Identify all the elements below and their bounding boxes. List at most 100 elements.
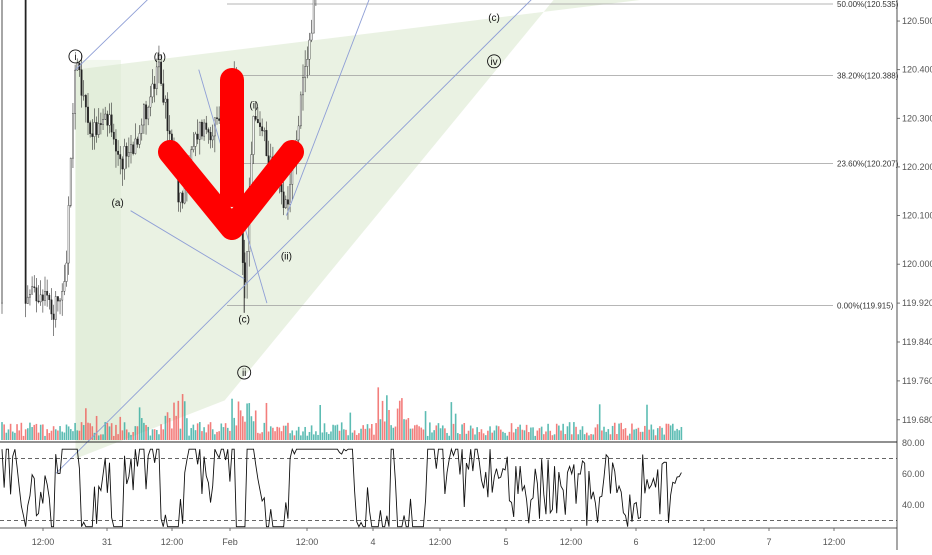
volume-bar <box>31 427 33 440</box>
candle-body <box>44 291 46 301</box>
volume-bar <box>336 424 339 440</box>
fib-label: 23.60%(120.207) <box>837 160 899 169</box>
candle-body <box>108 114 111 126</box>
volume-bar <box>401 398 403 440</box>
volume-bar <box>300 435 302 440</box>
rsi-line <box>1 447 682 528</box>
volume-bar <box>259 433 261 440</box>
volume-bar <box>143 422 145 440</box>
volume-bar <box>306 435 309 440</box>
volume-bar <box>515 428 517 440</box>
volume-bar <box>186 418 188 440</box>
volume-bar <box>422 429 425 440</box>
wave-circle <box>237 365 252 380</box>
volume-bar <box>95 415 98 440</box>
volume-bar <box>151 429 154 440</box>
volume-bar <box>351 432 354 440</box>
candle-body <box>63 281 66 292</box>
volume-bar <box>504 432 506 440</box>
volume-bar <box>396 408 399 440</box>
volume-bar <box>478 432 481 440</box>
volume-bar <box>134 426 137 440</box>
volume-bar <box>540 426 543 440</box>
candle-body <box>82 95 85 97</box>
candle-body <box>259 122 261 127</box>
candle-body <box>289 184 291 205</box>
volume-bar <box>631 423 633 440</box>
candle-body <box>207 129 210 133</box>
fib-label: 0.00%(119.915) <box>837 302 894 311</box>
candle-body <box>50 299 53 315</box>
volume-bar <box>355 434 358 440</box>
volume-bar <box>282 425 285 440</box>
volume-bar <box>450 402 453 440</box>
volume-bar <box>37 432 40 440</box>
candle-body <box>54 296 57 320</box>
candle-body <box>297 125 300 141</box>
volume-bar <box>33 424 36 440</box>
volume-bar <box>315 431 317 440</box>
volume-bar <box>508 431 511 440</box>
candle-body <box>138 133 141 145</box>
volume-bar <box>183 401 186 440</box>
volume-bar <box>160 424 162 440</box>
volume-bar <box>570 434 573 440</box>
volume-bar <box>343 429 345 440</box>
volume-bar <box>510 423 513 440</box>
volume-bar <box>491 432 493 440</box>
volume-bar <box>125 429 128 440</box>
volume-bar <box>564 434 567 440</box>
x-tick-label: 5 <box>503 537 508 547</box>
volume-bar <box>553 434 556 440</box>
volume-bar <box>44 435 46 440</box>
volume-bar <box>426 435 429 440</box>
volume-bar <box>274 431 276 440</box>
volume-bar <box>136 426 139 440</box>
volume-bar <box>289 433 291 440</box>
volume-bar <box>358 433 360 440</box>
volume-bar <box>489 426 491 440</box>
candle-body <box>261 126 264 132</box>
y-tick-label: 120.000 <box>902 259 932 269</box>
volume-bar <box>560 430 562 440</box>
volume-bar <box>555 423 558 440</box>
wave-label: (i) <box>249 101 258 112</box>
candle-body <box>181 192 184 204</box>
volume-bar <box>93 432 96 440</box>
volume-bar <box>392 427 395 440</box>
volume-bar <box>360 428 362 440</box>
volume-bar <box>332 424 334 440</box>
volume-bar <box>538 428 541 440</box>
volume-bar <box>573 422 575 440</box>
volume-bar <box>325 432 328 440</box>
volume-bar <box>145 425 147 440</box>
x-tick-label: 6 <box>633 537 638 547</box>
candle-body <box>134 138 137 154</box>
wave-label: i <box>74 52 76 63</box>
candle-body <box>72 113 74 159</box>
volume-bar <box>424 411 427 440</box>
candle-body <box>48 295 51 301</box>
volume-bar <box>626 435 629 440</box>
volume-bar <box>672 423 674 440</box>
candle-body <box>84 95 87 108</box>
volume-bar <box>650 424 653 440</box>
candle-body <box>168 130 171 135</box>
candle-body <box>287 199 289 205</box>
wave-label: (c) <box>238 315 250 326</box>
candle-body <box>263 130 266 132</box>
candle-body <box>164 98 167 103</box>
y-tick-label: 120.200 <box>902 162 932 172</box>
wave-label: (a) <box>112 198 124 209</box>
candle-body <box>46 291 49 296</box>
volume-bar <box>386 395 388 440</box>
candle-body <box>132 144 135 154</box>
volume-bar <box>446 432 448 440</box>
volume-bar <box>239 410 242 440</box>
volume-bar <box>394 426 397 440</box>
volume-bar <box>463 423 466 440</box>
volume-bar <box>263 422 266 440</box>
candle-body <box>76 62 79 71</box>
fib-label: 38.20%(120.388) <box>837 71 899 80</box>
